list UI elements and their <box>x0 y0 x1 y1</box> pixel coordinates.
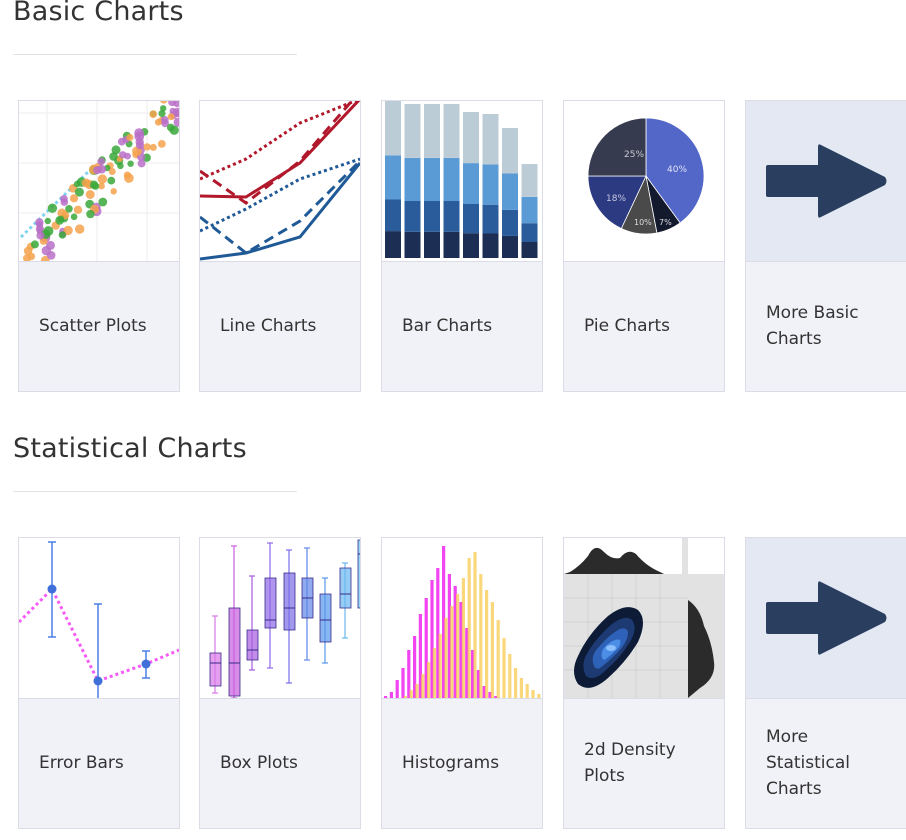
histogram-thumbnail-icon <box>382 538 542 699</box>
card-label: Bar Charts <box>402 316 493 336</box>
pie-label: 25% <box>624 150 644 160</box>
card-scatter-plots[interactable]: Scatter Plots <box>18 100 180 392</box>
arrow-right-icon <box>746 538 906 699</box>
card-box-plots[interactable]: Box Plots <box>199 537 361 829</box>
box-plot-thumbnail-icon <box>200 538 360 699</box>
card-label: More Basic Charts <box>766 303 859 349</box>
pie-label: 40% <box>667 165 687 175</box>
card-label: Scatter Plots <box>39 316 147 336</box>
section-title-statistical-charts: Statistical Charts <box>13 433 247 464</box>
arrow-right-icon <box>746 101 906 262</box>
line-thumbnail-icon <box>200 101 360 262</box>
section-divider <box>13 491 297 492</box>
card-more-basic-charts[interactable]: More Basic Charts <box>745 100 906 392</box>
card-label: 2d Density Plots <box>584 740 676 786</box>
card-histograms[interactable]: Histograms <box>381 537 543 829</box>
card-2d-density-plots[interactable]: 2d Density Plots <box>563 537 725 829</box>
card-label: Line Charts <box>220 316 317 336</box>
card-more-statistical-charts[interactable]: More Statistical Charts <box>745 537 906 829</box>
bar-thumbnail-icon <box>382 101 542 262</box>
basic-charts-grid: Scatter Plots Line Charts Bar Chart <box>18 100 906 392</box>
card-label: Pie Charts <box>584 316 671 336</box>
card-label: Error Bars <box>39 753 124 773</box>
card-pie-charts[interactable]: 25% 40% 18% 10% 7% Pie Charts <box>563 100 725 392</box>
pie-label: 7% <box>659 218 672 227</box>
card-label: Histograms <box>402 753 500 773</box>
card-label: Box Plots <box>220 753 298 773</box>
density-thumbnail-icon <box>564 538 724 699</box>
error-bars-thumbnail-icon <box>19 538 179 699</box>
pie-thumbnail-icon: 25% 40% 18% 10% 7% <box>564 101 724 262</box>
statistical-charts-grid: Error Bars Box Plots Histograms <box>18 537 906 829</box>
card-label: More Statistical Charts <box>766 727 850 799</box>
section-divider <box>13 54 297 55</box>
card-line-charts[interactable]: Line Charts <box>199 100 361 392</box>
card-error-bars[interactable]: Error Bars <box>18 537 180 829</box>
card-bar-charts[interactable]: Bar Charts <box>381 100 543 392</box>
section-title-basic-charts: Basic Charts <box>13 0 184 27</box>
pie-label: 18% <box>606 194 626 204</box>
pie-label: 10% <box>634 218 652 227</box>
scatter-thumbnail-icon <box>19 101 179 262</box>
